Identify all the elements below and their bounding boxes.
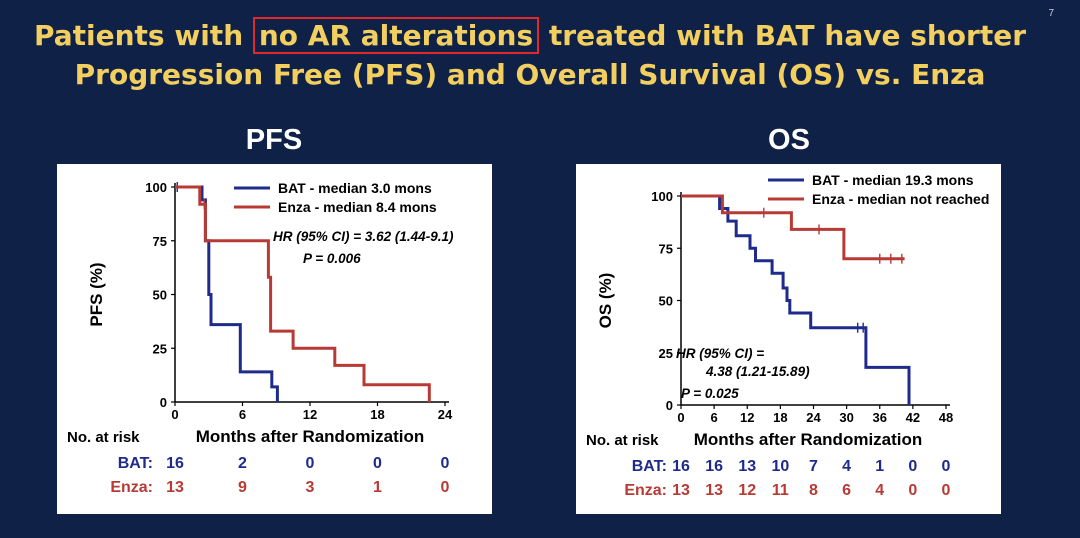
title-pre: Patients with	[33, 19, 244, 52]
x-tick-label: 30	[839, 410, 853, 425]
y-tick-label: 100	[145, 180, 167, 195]
y-tick-label: 0	[160, 395, 167, 410]
risk-row-label: Enza:	[624, 482, 667, 499]
risk-count: 0	[373, 455, 382, 472]
risk-count: 0	[942, 458, 951, 475]
x-axis-label: Months after Randomization	[196, 427, 425, 446]
risk-count: 8	[809, 482, 818, 499]
y-tick-label: 25	[153, 341, 167, 356]
risk-count: 0	[306, 455, 315, 472]
title-line-1: Patients with no AR alterations treated …	[0, 16, 1060, 55]
risk-count: 7	[809, 458, 818, 475]
risk-count: 6	[842, 482, 851, 499]
pfs-chart-panel: 0 6 12 18 24 0 25 50 75 100 PFS (%) Months after Ra…	[57, 164, 492, 514]
risk-count: 12	[738, 482, 756, 499]
risk-count: 9	[238, 479, 247, 496]
risk-table-header: No. at risk	[586, 432, 659, 449]
risk-count: 1	[373, 479, 382, 496]
risk-count: 2	[238, 455, 247, 472]
risk-row-label: BAT:	[118, 455, 153, 472]
x-tick-label: 48	[939, 410, 953, 425]
legend-label: Enza - median not reached	[812, 191, 989, 207]
hr-annotation: P = 0.025	[681, 386, 739, 401]
x-tick-label: 18	[773, 410, 787, 425]
risk-count: 13	[672, 482, 690, 499]
x-tick-label: 6	[711, 410, 718, 425]
x-tick-label: 18	[370, 407, 384, 422]
risk-count: 16	[705, 458, 723, 475]
legend-label: BAT - median 19.3 mons	[812, 172, 974, 188]
x-tick-label: 24	[438, 407, 453, 422]
title-post: treated with BAT have shorter	[548, 19, 1027, 52]
y-tick-label: 75	[153, 234, 167, 249]
risk-count: 13	[738, 458, 756, 475]
risk-count: 0	[908, 458, 917, 475]
x-tick-label: 24	[806, 410, 821, 425]
y-tick-label: 100	[651, 189, 673, 204]
y-tick-label: 0	[666, 398, 673, 413]
x-axis-label: Months after Randomization	[694, 430, 923, 449]
x-tick-label: 12	[303, 407, 317, 422]
risk-count: 0	[908, 482, 917, 499]
slide-number: 7	[1048, 8, 1054, 19]
hr-annotation: HR (95% CI) = 3.62 (1.44-9.1)	[273, 229, 454, 244]
risk-count: 10	[771, 458, 789, 475]
x-tick-label: 12	[740, 410, 754, 425]
os-chart-panel: 0 6 12 18 24 30 36 42 48 0 25 50 75 100 OS (%) Months a…	[576, 164, 1001, 514]
hr-annotation: 4.38 (1.21-15.89)	[705, 364, 810, 379]
pfs-panel-title: PFS	[245, 124, 303, 156]
y-tick-label: 50	[153, 288, 167, 303]
y-axis-label: PFS (%)	[87, 262, 106, 326]
y-tick-label: 50	[659, 294, 673, 309]
risk-count: 3	[306, 479, 315, 496]
risk-count: 13	[166, 479, 184, 496]
risk-count: 13	[705, 482, 723, 499]
hr-annotation: P = 0.006	[303, 251, 361, 266]
risk-count: 11	[772, 482, 789, 499]
series-line-enza	[681, 194, 905, 261]
risk-row-label: Enza:	[110, 479, 153, 496]
title-line-2: Progression Free (PFS) and Overall Survi…	[74, 58, 986, 91]
slide-title: Patients with no AR alterations treated …	[0, 16, 1060, 94]
x-tick-label: 36	[873, 410, 887, 425]
risk-count: 16	[672, 458, 690, 475]
os-panel-title: OS	[768, 124, 810, 156]
highlight-box: no AR alterations	[252, 17, 540, 54]
risk-row-label: BAT:	[632, 458, 667, 475]
y-axis-label: OS (%)	[596, 273, 615, 329]
risk-count: 1	[875, 458, 884, 475]
x-tick-label: 42	[906, 410, 920, 425]
y-tick-label: 25	[659, 346, 673, 361]
series-line-bat	[175, 185, 279, 402]
risk-count: 4	[842, 458, 851, 475]
legend-label: Enza - median 8.4 mons	[278, 199, 437, 215]
x-tick-label: 0	[677, 410, 684, 425]
y-tick-label: 75	[659, 241, 673, 256]
x-tick-label: 6	[239, 407, 246, 422]
risk-count: 4	[875, 482, 884, 499]
hr-annotation: HR (95% CI) =	[676, 346, 764, 361]
x-tick-label: 0	[171, 407, 178, 422]
risk-count: 0	[441, 455, 450, 472]
risk-count: 0	[441, 479, 450, 496]
legend-label: BAT - median 3.0 mons	[278, 180, 432, 196]
series-line-bat	[681, 194, 911, 405]
series-line-enza	[175, 185, 431, 402]
risk-table-header: No. at risk	[67, 429, 140, 446]
risk-count: 16	[166, 455, 184, 472]
risk-count: 0	[942, 482, 951, 499]
